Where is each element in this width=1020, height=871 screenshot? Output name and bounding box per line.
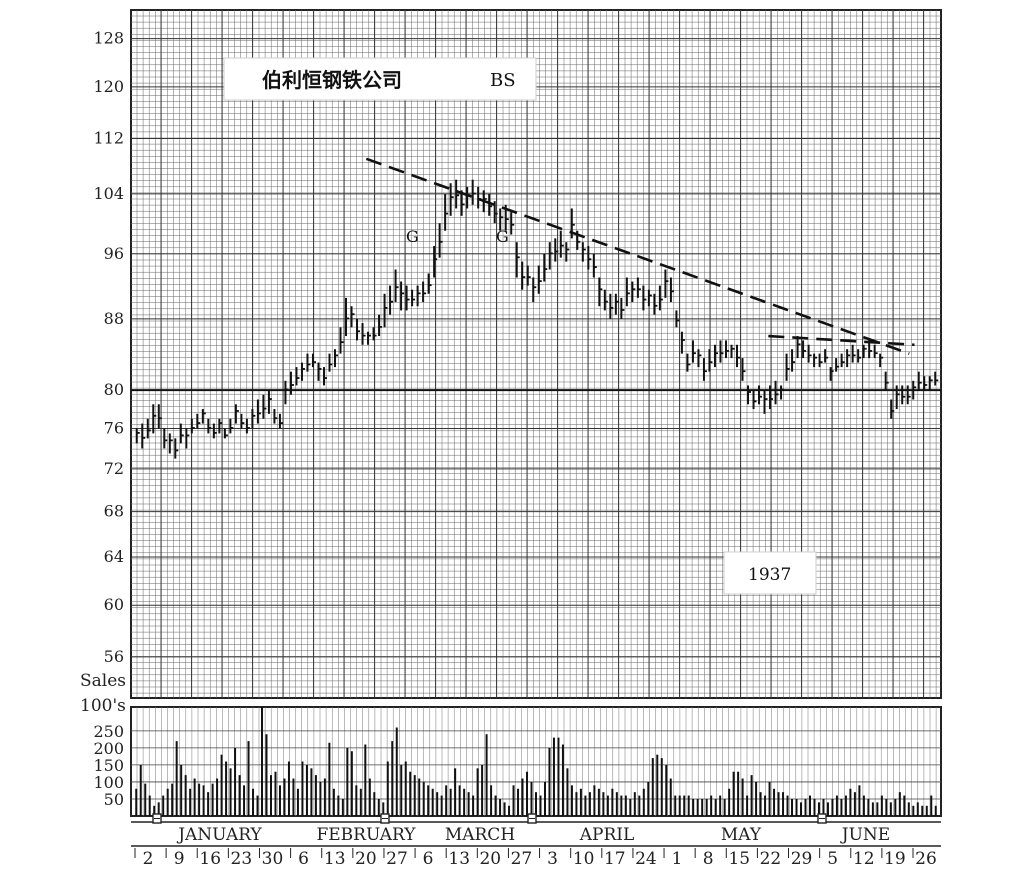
week-label: 3	[547, 849, 558, 869]
price-tick-label: 80	[104, 380, 124, 399]
trendline-2	[768, 334, 915, 347]
month-label: JUNE	[840, 825, 890, 845]
volume-axis-label: Sales	[80, 671, 126, 691]
week-label: 27	[386, 849, 408, 869]
week-label: 12	[853, 849, 875, 869]
price-tick-label: 60	[104, 595, 124, 614]
volume-bars	[135, 707, 937, 816]
price-tick-label: 128	[93, 29, 124, 48]
volume-unit-label: 100's	[80, 696, 126, 716]
price-tick-label: 88	[104, 309, 124, 328]
week-label: 23	[231, 849, 253, 869]
week-label: 29	[791, 849, 813, 869]
price-bars	[135, 179, 939, 459]
week-label: 17	[604, 849, 626, 869]
ticker-label: BS	[490, 70, 516, 91]
volume-tick-label: 50	[104, 790, 124, 809]
price-axis-ticks: 128 120 112 104 96 88 80 76 72 68 64 60 56	[93, 29, 124, 666]
week-label: 5	[827, 849, 838, 869]
week-label: 30	[262, 849, 284, 869]
year-label: 1937	[748, 565, 791, 585]
week-label: 10	[573, 849, 595, 869]
month-label: APRIL	[579, 825, 635, 845]
week-label: 13	[324, 849, 346, 869]
price-tick-label: 76	[104, 418, 124, 437]
year-box	[723, 551, 817, 595]
week-label: 13	[448, 849, 470, 869]
price-tick-label: 68	[104, 502, 124, 521]
price-tick-label: 64	[104, 547, 124, 566]
title-box	[223, 57, 537, 101]
week-label: 8	[703, 849, 714, 869]
week-label: 26	[915, 849, 937, 869]
week-label: 24	[635, 849, 657, 869]
week-label: 15	[728, 849, 750, 869]
annotation-g-1: G	[406, 227, 419, 246]
week-label: 6	[423, 849, 434, 869]
week-label: 1	[672, 849, 683, 869]
volume-tick-label: 100	[93, 773, 124, 792]
price-tick-label: 56	[104, 647, 124, 666]
month-label: MAY	[721, 825, 762, 845]
week-label: 27	[511, 849, 533, 869]
month-label: FEBRUARY	[316, 825, 416, 845]
volume-tick-label: 200	[93, 739, 124, 758]
week-label: 2	[143, 849, 154, 869]
price-tick-label: 112	[93, 129, 124, 148]
week-label: 19	[884, 849, 906, 869]
month-label: JANUARY	[176, 825, 262, 845]
chart-title: 伯利恒钢铁公司	[262, 68, 402, 92]
volume-tick-label: 250	[93, 722, 124, 741]
annotation-g-2: G	[496, 227, 509, 246]
month-label: MARCH	[445, 825, 515, 845]
week-label: 6	[298, 849, 309, 869]
price-tick-label: 104	[93, 184, 124, 203]
week-label: 20	[355, 849, 377, 869]
week-label: 9	[174, 849, 185, 869]
week-label: 16	[199, 849, 221, 869]
price-panel-grid	[130, 9, 942, 699]
week-label: 22	[760, 849, 782, 869]
price-tick-label: 120	[93, 77, 124, 96]
week-label: 20	[479, 849, 501, 869]
price-tick-label: 72	[104, 459, 124, 478]
price-tick-label: 96	[104, 244, 124, 263]
volume-tick-label: 150	[93, 756, 124, 775]
